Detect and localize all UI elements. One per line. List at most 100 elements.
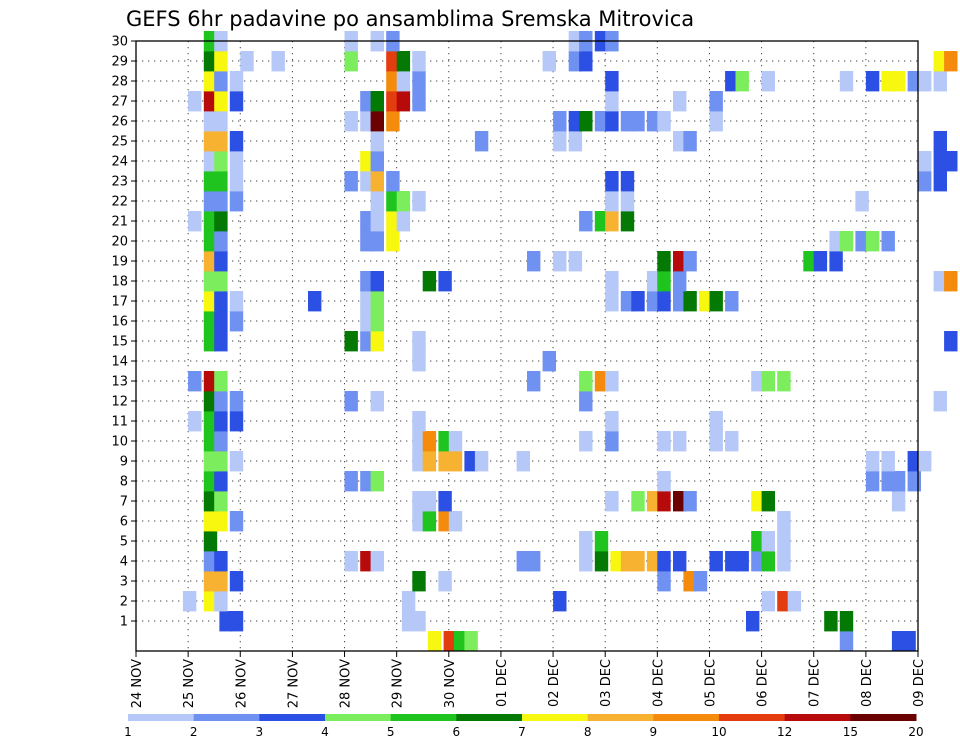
precip-cell [657, 571, 671, 592]
precip-cell [370, 311, 384, 332]
precip-cell [360, 551, 374, 572]
precip-cell [438, 431, 452, 452]
precip-cell [944, 271, 958, 292]
x-tick-label: 08 DEC [860, 659, 875, 707]
x-tick-label: 25 NOV [182, 659, 197, 708]
precip-cell [214, 111, 228, 132]
precip-cell [422, 271, 437, 292]
precip-cell [412, 411, 426, 432]
precip-cell [673, 251, 687, 272]
precip-cell [568, 251, 583, 272]
precip-cell [579, 111, 593, 132]
precip-cell [761, 551, 775, 572]
precip-cell [422, 491, 437, 512]
precip-cell [203, 291, 218, 312]
precip-cell [214, 271, 228, 292]
colorbar-swatch [193, 714, 260, 721]
precip-cell [746, 611, 760, 632]
y-tick-label: 6 [120, 515, 128, 530]
precip-cell [777, 591, 791, 612]
x-tick-label: 24 NOV [130, 659, 145, 708]
x-tick-label: 09 DEC [912, 659, 927, 707]
precip-cell [214, 511, 228, 532]
precip-cell [214, 151, 228, 172]
precip-cell [412, 491, 426, 512]
y-tick-label: 22 [111, 195, 128, 210]
precip-cell [386, 71, 400, 92]
precip-cell [579, 551, 593, 572]
precip-cell [683, 571, 697, 592]
precip-cell [657, 291, 671, 312]
precip-cell [605, 431, 619, 452]
colorbar-label: 8 [584, 725, 592, 739]
precip-cell [229, 151, 244, 172]
x-tick-label: 01 DEC [495, 659, 510, 707]
precip-cell [386, 111, 400, 132]
precip-cell [438, 491, 452, 512]
precip-cell [344, 111, 358, 132]
precip-cell [881, 451, 895, 472]
precip-cell [203, 271, 218, 292]
precip-cell [620, 191, 635, 212]
precip-cell [813, 251, 828, 272]
colorbar-label: 15 [843, 725, 858, 739]
x-tick-label: 05 DEC [703, 659, 718, 707]
precip-cell [631, 551, 645, 572]
precip-cell [448, 511, 463, 532]
precip-cell [829, 251, 843, 272]
precip-cell [214, 71, 228, 92]
precip-cell [214, 411, 228, 432]
precip-cell [203, 71, 218, 92]
precip-cell [214, 591, 228, 612]
y-tick-label: 12 [111, 395, 128, 410]
precip-cell [881, 471, 895, 492]
precip-cell [933, 151, 947, 172]
precip-cell [527, 371, 541, 392]
precip-cell [683, 291, 697, 312]
precip-cell [370, 171, 384, 192]
precip-cell [214, 231, 228, 252]
precip-cell [422, 431, 437, 452]
precip-cell [412, 511, 426, 532]
precip-cell [203, 551, 218, 572]
colorbar-swatch [522, 714, 589, 721]
precip-cell [438, 451, 452, 472]
colorbar-swatch [784, 714, 851, 721]
y-tick-label: 5 [120, 535, 128, 550]
precip-cell [579, 211, 593, 232]
precip-cell [944, 331, 958, 352]
precip-cell [386, 171, 400, 192]
precip-cell [474, 131, 489, 152]
colorbar: 1 2 3 4 5 6 7 8 9 10 12 15 20 [124, 714, 924, 739]
precip-cell [933, 171, 947, 192]
precip-cell [725, 71, 739, 92]
precip-cell [683, 131, 697, 152]
precip-cell [427, 631, 442, 652]
precip-cell [631, 291, 645, 312]
precip-cell [370, 131, 384, 152]
precip-cell [594, 531, 609, 552]
precip-cell [673, 431, 687, 452]
precip-cell [229, 291, 244, 312]
colorbar-swatch [325, 714, 392, 721]
precip-cell [386, 231, 400, 252]
precip-cell [370, 331, 384, 352]
precip-cell [761, 371, 775, 392]
precip-cell [699, 291, 713, 312]
colorbar-label: 20 [908, 725, 923, 739]
chart-title: GEFS 6hr padavine po ansamblima Sremska … [126, 7, 694, 31]
precip-cell [777, 371, 791, 392]
precip-cell [203, 391, 218, 412]
precip-cell [229, 511, 244, 532]
x-tick-label: 04 DEC [651, 659, 666, 707]
precip-cell [751, 531, 765, 552]
precip-cell [516, 451, 530, 472]
precip-cell [203, 191, 218, 212]
colorbar-label: 7 [518, 725, 526, 739]
precip-cell [360, 271, 374, 292]
precip-cell [203, 131, 218, 152]
y-axis-ticks: 1234567891011121314151617181920212223242… [111, 35, 136, 630]
precip-cell [203, 411, 218, 432]
precip-cell [396, 71, 411, 92]
colorbar-label: 2 [190, 725, 198, 739]
